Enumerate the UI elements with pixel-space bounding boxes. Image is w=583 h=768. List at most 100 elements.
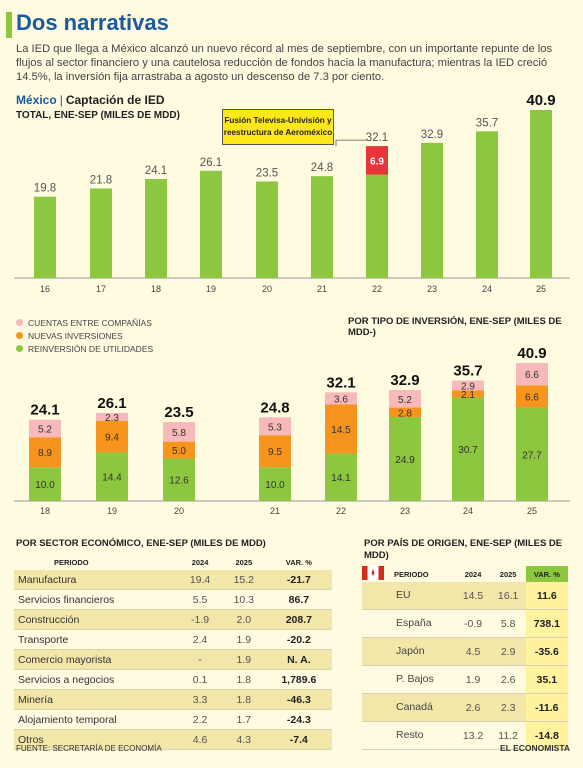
table-row: Servicios a negocios 0.1 1.8 1,789.6: [14, 669, 332, 690]
sector-table: PERIODO 2024 2025 VAR. % Manufactura 19.4…: [14, 554, 332, 750]
value-label-22: 32.1: [366, 132, 388, 144]
value-label-17: 21.8: [90, 174, 112, 186]
row-var: 1,789.6: [265, 669, 332, 690]
segment-label-reinversion-20: 12.6: [169, 476, 189, 487]
bar-17: [90, 188, 112, 278]
row-2024: 13.2: [455, 721, 491, 750]
header-periodo-country: PERIODO: [394, 569, 429, 579]
row-label: Alojamiento temporal: [14, 709, 179, 730]
segment-cuentas-20: [163, 422, 195, 442]
no-flag: [366, 729, 388, 743]
type-chart-subtitle: POR TIPO DE INVERSIÓN, ENE-SEP (MILES DE…: [348, 316, 562, 338]
stacked-bar-chart: 10.0 8.9 5.2 24.1 18 14.4 9.4 2.326.1 19 12.6 5.0 5…: [14, 345, 570, 516]
row-2025: 2.0: [221, 609, 266, 630]
table-row: EU 14.5 16.1 11.6: [362, 566, 568, 610]
segment-reinversion-23: [389, 416, 421, 501]
segment-label-reinversion-18: 10.0: [35, 480, 55, 491]
row-label: España: [396, 617, 432, 630]
tick-label-23: 23: [427, 284, 437, 294]
row-2025: 15.2: [221, 570, 266, 590]
row-label: Canadá: [396, 701, 433, 714]
value-label-20: 23.5: [256, 167, 278, 179]
bar-18: [145, 179, 167, 278]
value-label-24: 35.7: [476, 117, 498, 129]
title-accent-bar: [6, 12, 12, 38]
header-var: VAR. %: [285, 557, 312, 567]
row-label-cell: P. Bajos: [362, 566, 456, 694]
row-2024: 14.5: [455, 582, 491, 610]
row-2024: -1.9: [178, 609, 222, 630]
segment-cuentas-25: [516, 363, 548, 386]
bar-23: [421, 142, 443, 278]
row-var: -7.4: [265, 729, 332, 750]
section-name: Captación de IED: [65, 93, 165, 107]
row-var: 11.6: [525, 582, 568, 610]
tick-label-25: 25: [536, 284, 546, 294]
segment-label-reinversion-25: 27.7: [522, 450, 542, 461]
segment-label-nuevas-19: 9.4: [105, 433, 119, 444]
segment-label-nuevas-21: 9.5: [268, 447, 282, 458]
row-2025: 1.9: [221, 629, 266, 650]
segment-nuevas-25: [516, 385, 548, 408]
segment-label-nuevas-20: 5.0: [172, 446, 186, 457]
stacked-tick-label-22: 22: [336, 506, 346, 516]
row-label-cell: España: [362, 566, 456, 638]
row-2025: 2.6: [490, 665, 526, 694]
row-2025: 16.1: [490, 582, 526, 610]
row-2025: 1.7: [221, 709, 266, 730]
value-label-21: 24.8: [311, 162, 333, 174]
bar-24: [476, 131, 498, 278]
bar-19: [200, 170, 222, 278]
table-row: Minería 3.3 1.8 -46.3: [14, 689, 332, 710]
value-label-19: 26.1: [200, 157, 222, 169]
row-var: 208.7: [265, 609, 332, 630]
country-table-header: PERIODO 2024 2025 VAR. %: [362, 566, 568, 582]
row-var: -24.3: [265, 709, 332, 730]
segment-reinversion-24: [452, 397, 484, 501]
row-var: -20.2: [265, 629, 332, 650]
header-2024-country: 2024: [464, 569, 482, 579]
row-2024: 4.6: [178, 729, 222, 750]
value-label-16: 19.8: [34, 183, 56, 195]
row-2025: 1.9: [221, 649, 266, 670]
header-periodo: PERIODO: [54, 557, 89, 567]
sector-table-title: POR SECTOR ECONÓMICO, ENE-SEP (MILES DE …: [16, 538, 266, 549]
legend-label-nuevas: NUEVAS INVERSIONES: [28, 330, 123, 341]
table-row: Manufactura 19.4 15.2 -21.7: [14, 570, 332, 590]
row-label: Servicios financieros: [14, 589, 179, 610]
row-label-cell: Canadá: [362, 566, 456, 722]
segment-reinversion-19: [96, 452, 128, 501]
spain-flag: [362, 566, 388, 631]
tick-label-17: 17: [96, 284, 106, 294]
row-label: Construcción: [14, 609, 179, 630]
bar-22: [366, 146, 388, 278]
segment-reinversion-20: [163, 458, 195, 501]
table-row: Servicios financieros 5.5 10.3 86.7: [14, 589, 332, 610]
total-label-19: 26.1: [97, 395, 126, 412]
table-row: Otros 4.6 4.3 -7.4: [14, 729, 332, 750]
segment-nuevas-20: [163, 441, 195, 459]
publisher-logo: EL ECONOMISTA: [500, 743, 571, 753]
segment-reinversion-25: [516, 407, 548, 501]
annotation-box: Fusión Televisa-Univisión y reestructura…: [222, 109, 334, 145]
row-2024: 19.4: [178, 570, 222, 590]
legend-label-cuentas: CUENTAS ENTRE COMPAÑÍAS: [28, 317, 152, 328]
table-row: Transporte 2.4 1.9 -20.2: [14, 629, 332, 650]
row-2024: 2.2: [178, 709, 222, 730]
row-2025: 1.8: [221, 689, 266, 710]
segment-label-reinversion-22: 14.1: [331, 473, 351, 484]
stacked-tick-label-21: 21: [270, 506, 280, 516]
segment-label-cuentas-24: 2.9: [461, 381, 475, 392]
segment-label-cuentas-19: 2.3: [105, 413, 119, 424]
segment-cuentas-18: [29, 419, 61, 438]
row-label: Resto: [396, 729, 424, 742]
value-label-18: 24.1: [145, 165, 167, 177]
row-label-cell: Resto: [362, 721, 456, 750]
header-2024: 2024: [191, 557, 209, 567]
total-label-21: 24.8: [260, 399, 289, 416]
segment-cuentas-22: [325, 392, 357, 405]
row-2024: 0.1: [178, 669, 222, 690]
segment-label-nuevas-24: 2.1: [461, 390, 475, 401]
row-2024: 2.4: [178, 629, 222, 650]
total-label-22: 32.1: [326, 374, 355, 391]
